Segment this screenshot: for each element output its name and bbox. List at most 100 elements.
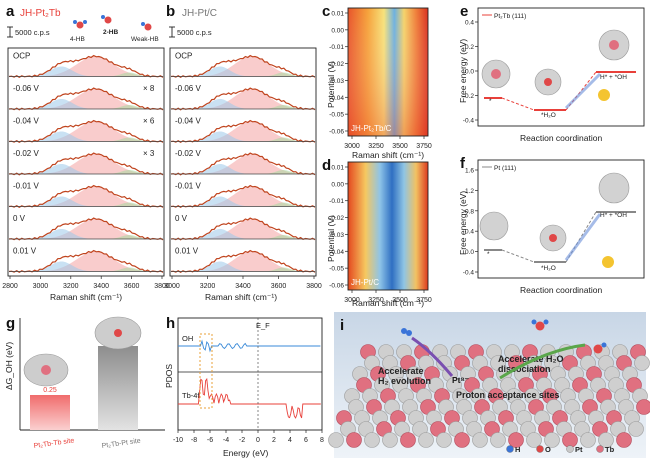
panel-b-row-4-peak-4hb [171, 196, 315, 207]
panel-i-h2o-label: Accelerate H₂O dissociation [498, 354, 566, 374]
panel-d-frame [347, 161, 429, 291]
pt-atom [436, 432, 452, 448]
panel-b-potential-label-4: -0.01 V [175, 182, 201, 191]
panel-b-row-5-spectrum [170, 217, 316, 241]
panel-a-title: JH-Pt₂Tb [20, 8, 61, 19]
panel-e-xlabel: Reaction coordination [520, 133, 602, 143]
panel-b: b JH-Pt/C 5000 c.p.s OCP -0.06 V -0.04 V -0… [164, 3, 322, 302]
panel-a-row-6-peak-4hb [9, 261, 163, 272]
molecule-2hb-o [104, 16, 112, 24]
panel-b-scale-label: 5000 c.p.s [177, 28, 212, 37]
panel-a-potential-label-3: -0.02 V [13, 149, 39, 158]
panel-f-ytick-label-5: -0.4 [463, 270, 475, 277]
panel-c: c JH-Pt₂Tb/C 0.01 0.00 -0.01 -0.02 -0.03 -0.0… [322, 3, 432, 160]
panel-h-letter: h [166, 315, 175, 332]
panel-b-row-4-peak-weak [171, 202, 315, 207]
pt-atom [544, 432, 560, 448]
panel-c-xtick-label-2: 3500 [392, 143, 408, 150]
panel-c-ytick-label-3: -0.02 [329, 61, 344, 68]
panel-h-ticks: -10 -8 -6 -4 -2 0 2 4 6 8 [173, 430, 324, 444]
panel-a-ticks: 2800 3000 3200 3400 3600 3800 [2, 276, 170, 290]
panel-b-row-3-peak-4hb [171, 164, 315, 174]
panel-e-ytick-label-3: -0.2 [463, 93, 475, 100]
panel-h-frame [177, 317, 323, 431]
water-molecule-o [535, 321, 545, 331]
panel-i: i Proton acceptance sites Accelerate H₂ … [328, 312, 650, 458]
panel-a-row-1-peak-2hb [9, 88, 163, 109]
panel-i-h2o-label-line2: dissociation [498, 364, 551, 374]
panel-b-row-3-peak-weak [171, 170, 315, 174]
panel-d: d JH-Pt/C 0.01 0.00 -0.01 -0.02 -0.03 -0.04 -0… [322, 157, 432, 308]
panel-d-ytick-label-0: 0.01 [331, 165, 344, 172]
panel-a-row-1-spectrum [8, 87, 164, 111]
panel-a-row-4-peak-weak [9, 202, 163, 207]
pt-atom [364, 432, 380, 448]
panel-a-potential-label-0: OCP [13, 52, 30, 61]
panel-i-arrow-h2o [499, 343, 586, 380]
sad-emoji-icon [602, 256, 614, 268]
panel-c-inset: JH-Pt₂Tb/C [351, 124, 392, 133]
panel-h-xtick-label-2: -6 [207, 437, 213, 444]
panel-a-row-5-spectrum [8, 217, 164, 241]
panel-c-ytick-label-2: -0.01 [329, 44, 344, 51]
tb-atom [454, 432, 470, 448]
pt-atom [580, 432, 596, 448]
panel-a-xlabel: Raman shift (cm⁻¹) [50, 292, 122, 302]
panel-e-energy-path [484, 71, 636, 111]
pt-atom [526, 432, 542, 448]
panel-b-title: JH-Pt/C [182, 8, 217, 19]
panel-b-row-2-peak-4hb [171, 131, 315, 142]
panel-e-state-2: *H₂O [541, 112, 556, 119]
panel-f-connector-1 [501, 249, 535, 263]
panel-a-row-3-spectrum [8, 152, 164, 176]
panel-f-letter: f [460, 155, 466, 172]
panel-c-frame [347, 7, 429, 137]
panel-e-state-1: * [489, 98, 492, 105]
panel-d-xtick-label-3: 3750 [416, 297, 432, 304]
panel-b-xlabel: Raman shift (cm⁻¹) [205, 292, 277, 302]
panel-h-xtick-label-8: 6 [304, 437, 308, 444]
panel-c-ytick-label-7: -0.06 [329, 129, 344, 136]
panel-h-xtick-label-4: -2 [239, 437, 245, 444]
panel-c-xtick-label-0: 3000 [344, 143, 360, 150]
panel-a-potential-label-2: -0.04 V [13, 117, 39, 126]
panel-h-xtick-label-7: 4 [288, 437, 292, 444]
slab-e3-tb [609, 40, 619, 50]
panel-b-row-1-peak-4hb [171, 99, 315, 109]
panel-f: f Pt (111) 1.6 1.2 0.8 0.4 0.0 -0.4 Free ener… [458, 155, 645, 295]
panel-h-xtick-label-1: -8 [191, 437, 197, 444]
molecule-weak-o [144, 23, 152, 31]
panel-e-ytick-label-1: 0.2 [465, 44, 474, 51]
panel-f-ytick-label-2: 0.8 [465, 208, 474, 215]
panel-a-potential-label-6: 0.01 V [13, 247, 37, 256]
panel-a-potential-label-1: -0.06 V [13, 84, 39, 93]
panel-a-multiplier-3: × 3 [143, 149, 155, 158]
h2-molecule-atom2 [406, 330, 412, 336]
panel-b-ticks: 3000 3200 3400 3600 3800 [164, 276, 322, 290]
panel-b-row-6-peak-4hb [171, 261, 315, 272]
panel-c-xtick-label-1: 3250 [368, 143, 384, 150]
panel-a: a JH-Pt₂Tb 5000 c.p.s OCP -0.06 V × 8 -0.04… [2, 3, 170, 302]
panel-e-connector-2 [565, 71, 597, 111]
panel-c-ytick-label-0: 0.01 [331, 11, 344, 18]
panel-i-h2o-label-line1: Accelerate H₂O [498, 354, 564, 364]
panel-b-row-5-peak-2hb [171, 218, 315, 239]
panel-d-xtick-label-2: 3500 [392, 297, 408, 304]
happy-emoji-icon [598, 89, 610, 101]
panel-b-spectra: OCP -0.06 V -0.04 V -0.02 V -0.01 V 0 V 0.01 V [170, 52, 316, 274]
legend-atom-label-1: O [545, 445, 551, 454]
panel-c-ytick-label-1: 0.00 [331, 27, 344, 34]
panel-h-xtick-label-5: 0 [256, 437, 260, 444]
panel-e-legend: Pt₂Tb (111) [494, 13, 526, 20]
panel-b-row-4-peak-2hb [171, 186, 315, 207]
legend-weak: Weak-HB [131, 36, 159, 43]
panel-h-highlight-box [199, 333, 213, 409]
panel-g-bar-1 [98, 346, 138, 430]
tb-atom [616, 432, 632, 448]
panel-b-row-2-peak-weak [171, 137, 315, 142]
panel-b-xtick-label-1: 3200 [200, 283, 216, 290]
panel-b-row-1-peak-2hb [171, 88, 315, 109]
panel-b-row-0-peak-4hb [171, 66, 315, 77]
panel-e-frame [477, 7, 645, 127]
panel-b-potential-label-3: -0.02 V [175, 149, 201, 158]
